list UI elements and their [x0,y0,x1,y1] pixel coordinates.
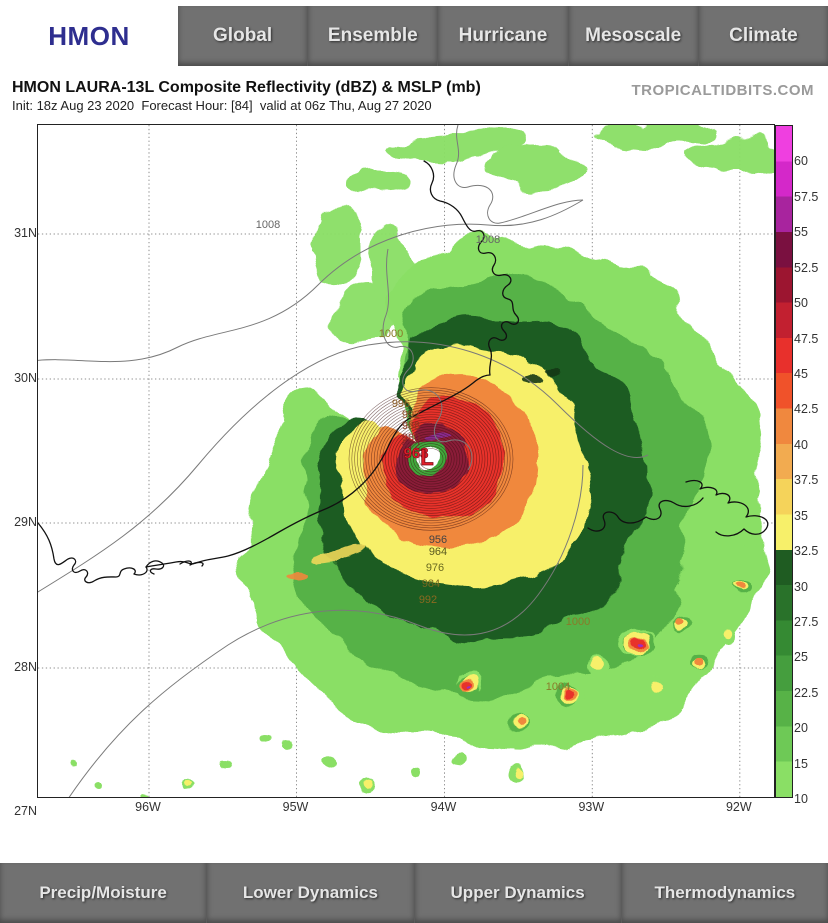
svg-text:1000: 1000 [379,328,403,340]
svg-text:1008: 1008 [256,219,280,231]
svg-text:988: 988 [402,420,420,432]
svg-text:956: 956 [429,534,447,546]
svg-text:1000: 1000 [566,616,590,628]
svg-text:992: 992 [419,594,437,606]
svg-text:L: L [420,445,433,470]
svg-text:964: 964 [429,546,447,558]
svg-text:1008: 1008 [476,234,500,246]
svg-text:1004: 1004 [546,681,570,693]
svg-text:984: 984 [422,578,440,590]
svg-text:976: 976 [426,562,444,574]
